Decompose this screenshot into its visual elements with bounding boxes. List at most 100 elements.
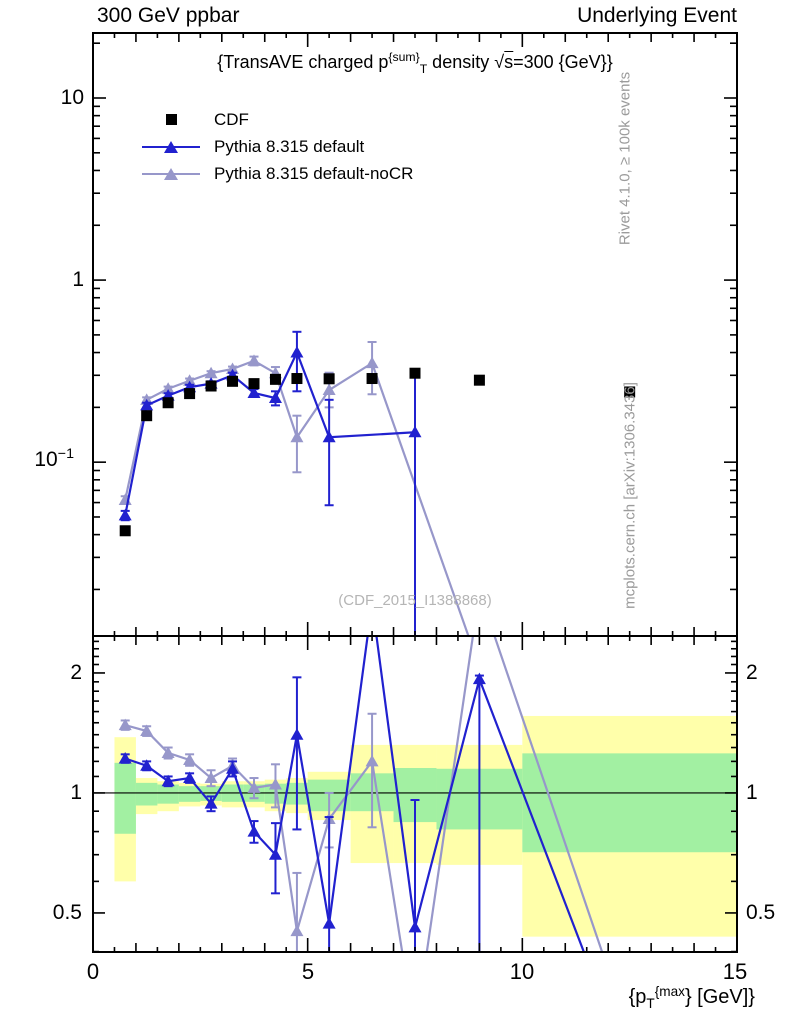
legend: CDF Pythia 8.315 default Pythia 8.315 de… bbox=[140, 106, 413, 187]
plot-title-energy: =300 {GeV}} bbox=[513, 52, 613, 72]
mc-point bbox=[204, 366, 218, 379]
main-series-cdf bbox=[119, 367, 636, 537]
mc-point bbox=[161, 746, 175, 758]
mc-point bbox=[204, 797, 218, 809]
mc-point bbox=[118, 752, 132, 764]
legend-label: Pythia 8.315 default-noCR bbox=[214, 163, 414, 183]
xtick-15: 15 bbox=[722, 959, 748, 984]
mc-point bbox=[226, 762, 240, 774]
mc-point bbox=[290, 346, 304, 358]
legend-label: Pythia 8.315 default bbox=[214, 136, 365, 156]
tick-base: 10 bbox=[34, 448, 58, 471]
mc-point bbox=[226, 362, 240, 374]
x-title-unit: } [GeV]} bbox=[684, 986, 755, 1008]
mc-point bbox=[268, 848, 282, 860]
legend-item-pythia-nocr: Pythia 8.315 default-noCR bbox=[140, 160, 413, 187]
mc-point bbox=[204, 771, 218, 784]
cdf-point bbox=[409, 367, 421, 379]
mc-point bbox=[268, 778, 282, 790]
mc-point bbox=[365, 356, 379, 369]
mc-point bbox=[322, 917, 336, 929]
mc-point bbox=[247, 386, 261, 398]
analysis-id-watermark: (CDF_2015_I1388868) bbox=[338, 592, 492, 609]
mc-point bbox=[183, 374, 197, 386]
band-green bbox=[157, 784, 179, 804]
mc-point bbox=[290, 924, 304, 937]
mc-point bbox=[247, 354, 261, 366]
cdf-point bbox=[473, 374, 485, 386]
ratio-ytick-1-right: 1 bbox=[746, 781, 758, 804]
xtick-5: 5 bbox=[301, 959, 315, 984]
mc-point bbox=[161, 382, 175, 394]
mc-point bbox=[140, 759, 154, 771]
main-ytick-10: 10 bbox=[60, 86, 84, 109]
cdf-point bbox=[162, 397, 174, 409]
mc-point bbox=[322, 383, 336, 396]
cdf-point bbox=[248, 378, 260, 390]
pythia-default-triangle-icon bbox=[140, 140, 202, 153]
plot-title-s: s bbox=[504, 51, 514, 72]
data-line bbox=[124, 359, 470, 636]
cdf-point bbox=[141, 410, 153, 422]
mc-point bbox=[140, 724, 154, 737]
cdf-point bbox=[366, 373, 378, 385]
mc-point bbox=[247, 781, 261, 793]
mc-point bbox=[183, 753, 197, 765]
ratio-ytick-2-right: 2 bbox=[746, 661, 758, 684]
cdf-point bbox=[323, 373, 335, 385]
x-title-sub: T bbox=[646, 996, 655, 1012]
ratio-ytick-05-right: 0.5 bbox=[746, 901, 776, 924]
band-green bbox=[114, 762, 136, 834]
band-green bbox=[178, 786, 201, 802]
legend-item-pythia-default: Pythia 8.315 default bbox=[140, 133, 413, 160]
mc-point bbox=[118, 508, 132, 521]
cdf-point bbox=[269, 373, 281, 385]
plot-title-sup: {sum} bbox=[388, 50, 420, 65]
cdf-point bbox=[291, 373, 303, 385]
legend-item-cdf: CDF bbox=[140, 106, 413, 133]
mc-point bbox=[290, 430, 304, 443]
mc-point bbox=[408, 425, 422, 438]
cdf-point bbox=[119, 525, 131, 537]
legend-label: CDF bbox=[214, 109, 249, 129]
mc-point bbox=[322, 430, 336, 443]
ratio-uncertainty-bands bbox=[114, 715, 737, 937]
tick-exponent: −1 bbox=[57, 446, 74, 463]
mc-point bbox=[161, 774, 175, 787]
cdf-point bbox=[624, 386, 636, 398]
mc-point bbox=[140, 398, 154, 411]
cdf-point bbox=[184, 388, 196, 400]
mc-point bbox=[183, 771, 197, 784]
ratio-series-pythia_default bbox=[118, 636, 586, 952]
data-line bbox=[124, 636, 586, 952]
ratio-ytick-05-left: 0.5 bbox=[52, 901, 82, 924]
observable-group-header: Underlying Event bbox=[577, 4, 737, 27]
main-ytick-1: 1 bbox=[72, 268, 84, 291]
plot-title: {TransAVE charged p{sum}T density √s=300… bbox=[217, 50, 613, 76]
ratio-ytick-1-left: 1 bbox=[70, 781, 82, 804]
plot-title-sub: T bbox=[419, 61, 428, 76]
mc-point bbox=[472, 672, 486, 685]
mcplots-arxiv-note: mcplots.cern.ch [arXiv:1306.3436] bbox=[621, 382, 639, 609]
mc-point bbox=[118, 718, 132, 731]
cdf-point bbox=[205, 380, 217, 392]
x-title-sup: {max bbox=[654, 983, 685, 999]
xtick-10: 10 bbox=[509, 959, 535, 984]
mc-point bbox=[408, 920, 422, 933]
beam-header: 300 GeV ppbar bbox=[97, 4, 240, 27]
mc-point bbox=[290, 728, 304, 740]
ratio-ytick-2-left: 2 bbox=[70, 661, 82, 684]
x-title-text: {p bbox=[628, 986, 647, 1008]
main-ytick-0p1: 10−1 bbox=[14, 446, 74, 472]
plot-title-sqrt: density √ bbox=[427, 52, 505, 72]
band-green bbox=[135, 782, 158, 806]
mc-point bbox=[247, 825, 261, 837]
mc-point bbox=[365, 754, 379, 767]
rivet-version-note: Rivet 4.1.0, ≥ 100k events bbox=[616, 71, 634, 246]
cdf-point bbox=[227, 375, 239, 387]
pythia-nocr-triangle-icon bbox=[140, 167, 202, 180]
axis-ticks bbox=[92, 33, 738, 953]
x-axis-title: {pT{max} [GeV]} bbox=[628, 983, 755, 1012]
